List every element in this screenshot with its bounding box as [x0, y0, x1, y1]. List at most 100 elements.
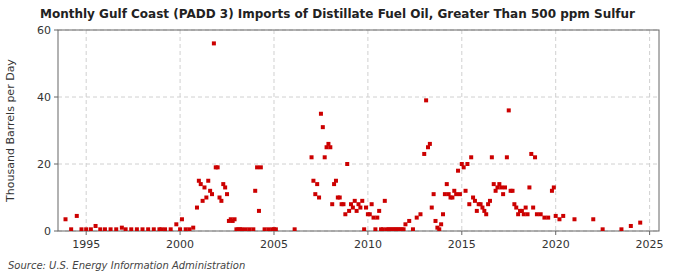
point	[69, 227, 73, 231]
grid-line-x	[86, 30, 87, 231]
axes: 02040601995200020052010201520202025	[37, 24, 664, 251]
point	[539, 212, 543, 216]
point	[169, 227, 173, 231]
point	[418, 212, 422, 216]
point	[240, 227, 244, 231]
point	[244, 227, 248, 231]
point	[373, 227, 377, 231]
point	[601, 227, 605, 231]
tick-label-y: 60	[37, 24, 51, 37]
tick-label-x: 2025	[636, 238, 664, 251]
point	[561, 214, 565, 218]
point	[210, 192, 214, 196]
point	[572, 217, 576, 221]
point	[129, 227, 133, 231]
tick-x	[86, 231, 87, 235]
point	[535, 212, 539, 216]
point	[347, 209, 351, 213]
y-axis-label: Thousand Barrels per Day	[4, 59, 17, 203]
point	[450, 196, 454, 200]
tick-label-x: 2000	[166, 238, 194, 251]
point	[360, 199, 364, 203]
point	[109, 227, 113, 231]
point	[114, 227, 118, 231]
point	[554, 214, 558, 218]
point	[619, 227, 623, 231]
point	[135, 227, 139, 231]
point	[199, 182, 203, 186]
page: {"chart_data": { "type": "scatter", "tit…	[0, 0, 675, 275]
point	[462, 165, 466, 169]
point	[507, 108, 511, 112]
plot-frame	[58, 30, 659, 231]
point	[159, 227, 163, 231]
point	[146, 227, 150, 231]
point	[422, 152, 426, 156]
plot-background	[58, 30, 659, 231]
grid	[58, 30, 659, 231]
tick-label-y: 20	[37, 158, 51, 171]
point	[377, 209, 381, 213]
point	[430, 206, 434, 210]
point	[456, 169, 460, 173]
point	[223, 185, 227, 189]
point	[434, 219, 438, 223]
point	[202, 185, 206, 189]
point	[98, 227, 102, 231]
tick-label-y: 0	[44, 225, 51, 238]
point	[488, 199, 492, 203]
grid-line-x	[555, 30, 556, 231]
point	[531, 206, 535, 210]
title: Monthly Gulf Coast (PADD 3) Imports of D…	[40, 7, 635, 21]
point	[248, 227, 252, 231]
point	[216, 165, 220, 169]
point	[415, 216, 419, 220]
grid-line-x	[367, 30, 368, 231]
point	[499, 185, 503, 189]
point	[591, 217, 595, 221]
point	[178, 227, 182, 231]
point	[372, 216, 376, 220]
point	[330, 202, 334, 206]
point	[454, 192, 458, 196]
tick-x	[461, 231, 462, 235]
point	[552, 185, 556, 189]
point	[204, 196, 208, 200]
chart: 02040601995200020052010201520202025Month…	[0, 0, 675, 275]
point	[184, 227, 188, 231]
point	[501, 192, 505, 196]
point	[195, 206, 199, 210]
point	[638, 221, 642, 225]
point	[437, 227, 441, 231]
point	[364, 206, 368, 210]
point	[191, 226, 195, 230]
point	[341, 202, 345, 206]
point	[219, 199, 223, 203]
point	[233, 217, 237, 221]
point	[464, 189, 468, 193]
point	[94, 224, 98, 228]
point	[163, 227, 167, 231]
point	[368, 212, 372, 216]
point	[526, 212, 530, 216]
point	[362, 227, 366, 231]
point	[428, 142, 432, 146]
point	[206, 179, 210, 183]
point	[293, 227, 297, 231]
point	[75, 214, 79, 218]
point	[432, 192, 436, 196]
tick-x	[273, 231, 274, 235]
source-note: Source: U.S. Energy Information Administ…	[8, 260, 245, 271]
point	[124, 227, 128, 231]
tick-label-x: 1995	[72, 238, 100, 251]
point	[514, 206, 518, 210]
point	[527, 185, 531, 189]
point	[473, 199, 477, 203]
grid-line-x	[649, 30, 650, 231]
point	[458, 192, 462, 196]
point	[274, 227, 278, 231]
point	[174, 222, 178, 226]
point	[484, 212, 488, 216]
point	[89, 227, 93, 231]
point	[201, 199, 205, 203]
